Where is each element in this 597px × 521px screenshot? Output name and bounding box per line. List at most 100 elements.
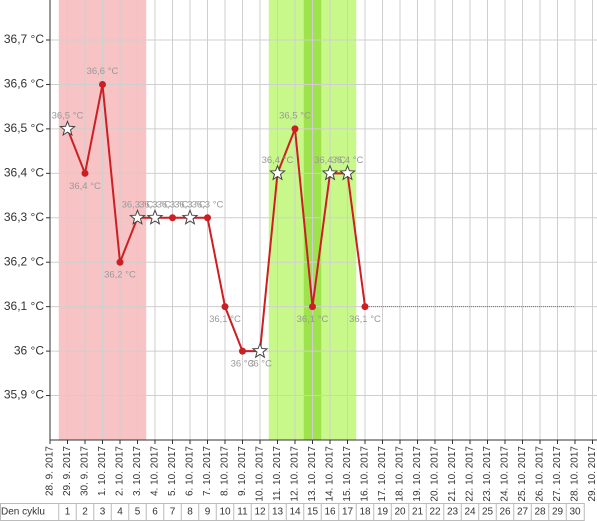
cycle-day: 18 [359, 507, 371, 518]
cycle-day: 3 [100, 507, 106, 518]
cycle-day: 5 [135, 507, 141, 518]
star-marker [339, 164, 356, 181]
point [81, 169, 89, 177]
cycle-day: 16 [324, 507, 336, 518]
star-marker [129, 208, 146, 225]
temperature-line [66, 84, 366, 353]
x-tick-label: 3. 10. 2017 [132, 446, 143, 496]
cycle-header: Den cyklu [1, 507, 45, 518]
point [309, 303, 316, 311]
value-label: 36,4 °C [69, 181, 101, 192]
star-marker [146, 208, 164, 225]
star-marker [181, 208, 199, 225]
cycle-day: 27 [517, 507, 529, 518]
y-tick-label: 36,4 °C [4, 166, 44, 180]
cycle-day: 17 [342, 507, 354, 518]
point [99, 80, 106, 88]
value-label: 36,2 °C [104, 270, 136, 281]
x-tick-label: 28. 10. 2017 [570, 446, 581, 502]
x-tick-label: 2. 10. 2017 [115, 446, 126, 496]
x-tick-label: 30. 9. 2017 [80, 446, 91, 496]
value-label: 36 °C [231, 359, 255, 370]
cycle-day: 4 [117, 507, 123, 518]
cycle-day: 23 [447, 507, 459, 518]
x-tick-label: 19. 10. 2017 [412, 446, 423, 502]
star-marker [251, 342, 269, 359]
x-tick-label: 10. 10. 2017 [255, 446, 266, 502]
x-tick-label: 29. 10. 2017 [587, 446, 597, 502]
value-label: 36,4 °C [314, 155, 346, 166]
star-marker [269, 164, 286, 181]
cycle-day: 15 [307, 507, 319, 518]
x-tick-label: 16. 10. 2017 [360, 446, 371, 502]
x-tick-label: 14. 10. 2017 [325, 446, 336, 502]
x-tick-label: 5. 10. 2017 [167, 446, 178, 496]
cycle-day: 28 [534, 507, 546, 518]
y-tick-label: 36,6 °C [4, 77, 44, 91]
x-tick-label: 18. 10. 2017 [395, 446, 406, 502]
cycle-day: 1 [65, 507, 71, 518]
cycle-day: 30 [569, 507, 581, 518]
x-tick-label: 8. 10. 2017 [220, 446, 231, 496]
value-label: 36,3 °C [139, 199, 171, 210]
value-label: 36,1 °C [297, 314, 329, 325]
x-tick-label: 20. 10. 2017 [430, 446, 441, 502]
star-marker [59, 120, 76, 137]
cycle-day: 22 [429, 507, 441, 518]
x-tick-label: 4. 10. 2017 [150, 446, 161, 496]
point [204, 214, 211, 222]
x-tick-label: 1. 10. 2017 [97, 446, 108, 496]
cycle-day: 20 [394, 507, 406, 518]
star-marker [321, 164, 339, 181]
cycle-day: 7 [170, 507, 176, 518]
cycle-day: 26 [499, 507, 511, 518]
value-label: 36,3 °C [192, 199, 224, 210]
x-tick-label: 29. 9. 2017 [62, 446, 73, 496]
value-label: 36,1 °C [349, 314, 381, 325]
x-tick-label: 7. 10. 2017 [202, 446, 213, 496]
point [169, 214, 176, 222]
point [221, 303, 229, 311]
value-label: 36,6 °C [87, 66, 119, 77]
cycle-day: 25 [482, 507, 494, 518]
cycle-day: 12 [254, 507, 266, 518]
x-tick-label: 24. 10. 2017 [500, 446, 511, 502]
cycle-day: 21 [412, 507, 424, 518]
x-tick-label: 28. 9. 2017 [45, 446, 56, 496]
point [239, 347, 246, 355]
x-tick-label: 26. 10. 2017 [535, 446, 546, 502]
point [116, 258, 124, 266]
y-tick-label: 35,9 °C [4, 388, 44, 402]
x-tick-label: 17. 10. 2017 [377, 446, 388, 502]
cycle-day: 9 [205, 507, 211, 518]
point [291, 125, 299, 133]
x-tick-label: 25. 10. 2017 [517, 446, 528, 502]
x-tick-label: 6. 10. 2017 [185, 446, 196, 496]
cycle-day: 6 [152, 507, 158, 518]
x-tick-label: 23. 10. 2017 [482, 446, 493, 502]
value-label: 36,4 °C [262, 155, 294, 166]
cycle-day: 2 [82, 507, 88, 518]
value-label: 36 °C [248, 359, 272, 370]
cycle-day: 19 [377, 507, 389, 518]
y-tick-label: 36 °C [14, 343, 44, 357]
x-tick-label: 15. 10. 2017 [342, 446, 353, 502]
value-label: 36,3 °C [174, 199, 206, 210]
value-label: 36,4 °C [332, 155, 364, 166]
value-label: 36,3 °C [122, 199, 154, 210]
cycle-day: 13 [272, 507, 284, 518]
cycle-day: 8 [187, 507, 193, 518]
y-tick-label: 36,7 °C [4, 32, 44, 46]
cycle-day: 24 [464, 507, 476, 518]
value-label: 36,3 °C [157, 199, 189, 210]
value-label: 36,1 °C [209, 314, 241, 325]
x-tick-label: 9. 10. 2017 [237, 446, 248, 496]
value-label: 36,5 °C [52, 110, 84, 121]
cycle-day: 29 [552, 507, 564, 518]
x-tick-label: 27. 10. 2017 [552, 446, 563, 502]
x-tick-label: 13. 10. 2017 [307, 446, 318, 502]
x-tick-label: 12. 10. 2017 [290, 446, 301, 502]
y-tick-label: 36,2 °C [4, 254, 44, 268]
value-label: 36,5 °C [279, 110, 311, 121]
